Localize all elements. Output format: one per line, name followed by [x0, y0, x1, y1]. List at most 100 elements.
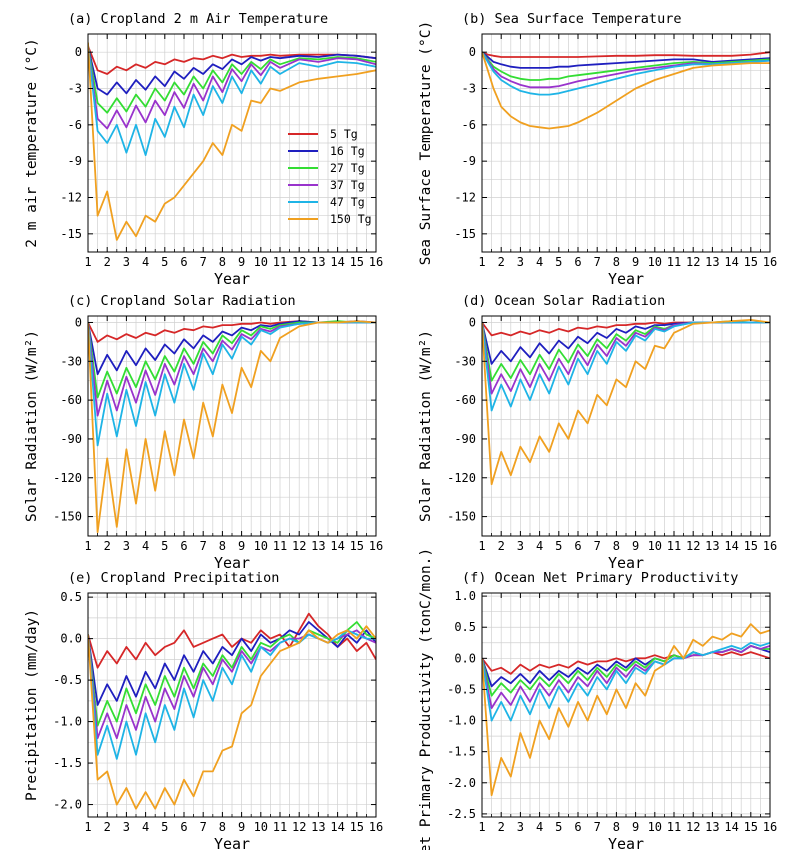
series-line-5tg: [88, 612, 376, 669]
x-tick-label: 14: [330, 820, 344, 834]
y-tick-label: -120: [53, 471, 82, 485]
x-tick-label: 7: [594, 820, 601, 834]
x-tick-label: 10: [254, 820, 268, 834]
legend-label: 16 Tg: [330, 144, 365, 158]
x-tick-label: 3: [517, 255, 524, 269]
x-tick-label: 4: [142, 539, 149, 553]
x-axis-label: Year: [214, 554, 250, 572]
x-tick-label: 5: [161, 255, 168, 269]
series-line-47tg: [482, 321, 770, 412]
y-tick-label: -15: [454, 227, 476, 241]
legend-label: 150 Tg: [330, 212, 372, 226]
y-tick-label: -2.0: [53, 798, 82, 812]
x-axis-label: Year: [608, 270, 644, 288]
x-tick-label: 5: [555, 539, 562, 553]
x-tick-label: 8: [219, 539, 226, 553]
x-tick-label: 11: [667, 820, 681, 834]
x-tick-label: 4: [536, 539, 543, 553]
x-tick-label: 3: [123, 539, 130, 553]
x-tick-label: 11: [273, 255, 287, 269]
x-tick-label: 13: [705, 820, 719, 834]
y-tick-label: -1.5: [53, 756, 82, 770]
x-tick-label: 14: [330, 255, 344, 269]
x-tick-label: 13: [311, 539, 325, 553]
x-tick-label: 13: [705, 255, 719, 269]
x-tick-label: 15: [744, 255, 758, 269]
series-line-150tg: [482, 51, 770, 130]
y-axis-label: Net Primary Productivity (tonC/mon.): [418, 548, 434, 850]
x-tick-label: 14: [724, 820, 738, 834]
panel-b: 1 2 3 4 5 6 7 8 9 10 11 12 13 14 15 160-3-6-9-12-15(b) …: [418, 11, 777, 288]
y-tick-label: -12: [60, 191, 82, 205]
y-tick-label: 0: [469, 315, 476, 329]
x-tick-label: 9: [238, 255, 245, 269]
y-tick-label: -150: [447, 510, 476, 524]
x-tick-label: 13: [311, 820, 325, 834]
y-axis-label: Precipitation (mm/day): [24, 609, 40, 801]
y-tick-label: -0.5: [53, 673, 82, 687]
x-tick-label: 1: [478, 820, 485, 834]
x-tick-label: 8: [613, 820, 620, 834]
x-tick-label: 10: [254, 255, 268, 269]
panel-title: (e) Cropland Precipitation: [68, 570, 279, 586]
series-line-27tg: [88, 621, 376, 727]
x-tick-label: 16: [369, 820, 383, 834]
x-axis-label: Year: [214, 835, 250, 850]
series-line-150tg: [88, 42, 376, 241]
x-tick-label: 15: [744, 539, 758, 553]
y-tick-label: -30: [454, 354, 476, 368]
x-tick-label: 3: [517, 820, 524, 834]
x-tick-label: 15: [350, 539, 364, 553]
series-line-5tg: [482, 651, 770, 675]
panel-title: (d) Ocean Solar Radiation: [462, 293, 665, 309]
series-line-27tg: [482, 51, 770, 81]
x-tick-label: 12: [292, 820, 306, 834]
x-tick-label: 2: [104, 820, 111, 834]
y-tick-label: -60: [454, 393, 476, 407]
x-tick-label: 6: [180, 539, 187, 553]
x-tick-label: 7: [594, 255, 601, 269]
series-line-27tg: [88, 320, 376, 399]
y-axis-label: Sea Surface Temperature (°C): [418, 21, 434, 265]
y-axis-label: Solar Radiation (W/m²): [24, 330, 40, 522]
y-tick-label: -2.5: [447, 807, 476, 821]
series-line-16tg: [88, 320, 376, 376]
panel-e: 1 2 3 4 5 6 7 8 9 10 11 12 13 14 15 160.50.0-0.5-1.0-1.…: [24, 570, 383, 850]
x-tick-label: 11: [273, 820, 287, 834]
y-tick-label: 0.0: [60, 632, 82, 646]
x-tick-label: 2: [104, 255, 111, 269]
x-tick-label: 9: [238, 820, 245, 834]
x-tick-label: 5: [161, 539, 168, 553]
legend-label: 5 Tg: [330, 127, 358, 141]
x-tick-label: 4: [142, 255, 149, 269]
x-tick-label: 16: [369, 539, 383, 553]
x-tick-label: 10: [648, 820, 662, 834]
x-tick-label: 10: [648, 255, 662, 269]
y-tick-label: -120: [447, 471, 476, 485]
x-tick-label: 12: [686, 255, 700, 269]
y-tick-label: -90: [60, 432, 82, 446]
y-tick-label: -3: [462, 82, 476, 96]
x-tick-label: 15: [350, 820, 364, 834]
x-tick-label: 8: [219, 820, 226, 834]
x-tick-label: 2: [104, 539, 111, 553]
y-tick-label: -15: [60, 227, 82, 241]
y-tick-label: 0.5: [60, 590, 82, 604]
x-tick-label: 3: [123, 255, 130, 269]
x-tick-label: 12: [292, 539, 306, 553]
series-line-27tg: [88, 45, 376, 114]
x-tick-label: 14: [724, 539, 738, 553]
legend: 5 Tg 16 Tg 27 Tg 37 Tg 47 Tg 150 Tg: [288, 127, 372, 226]
x-tick-label: 6: [180, 820, 187, 834]
y-tick-label: -90: [454, 432, 476, 446]
x-axis-label: Year: [214, 270, 250, 288]
panel-d: 1 2 3 4 5 6 7 8 9 10 11 12 13 14 15 160-30-60-90-120-15…: [418, 293, 777, 572]
series-line-37tg: [482, 645, 770, 709]
panel-c: 1 2 3 4 5 6 7 8 9 10 11 12 13 14 15 160-30-60-90-120-15…: [24, 293, 383, 572]
panel-title: (b) Sea Surface Temperature: [462, 11, 681, 27]
series-line-5tg: [88, 45, 376, 75]
y-tick-label: 0: [469, 45, 476, 59]
panel-title: (f) Ocean Net Primary Productivity: [462, 570, 738, 586]
x-tick-label: 14: [724, 255, 738, 269]
